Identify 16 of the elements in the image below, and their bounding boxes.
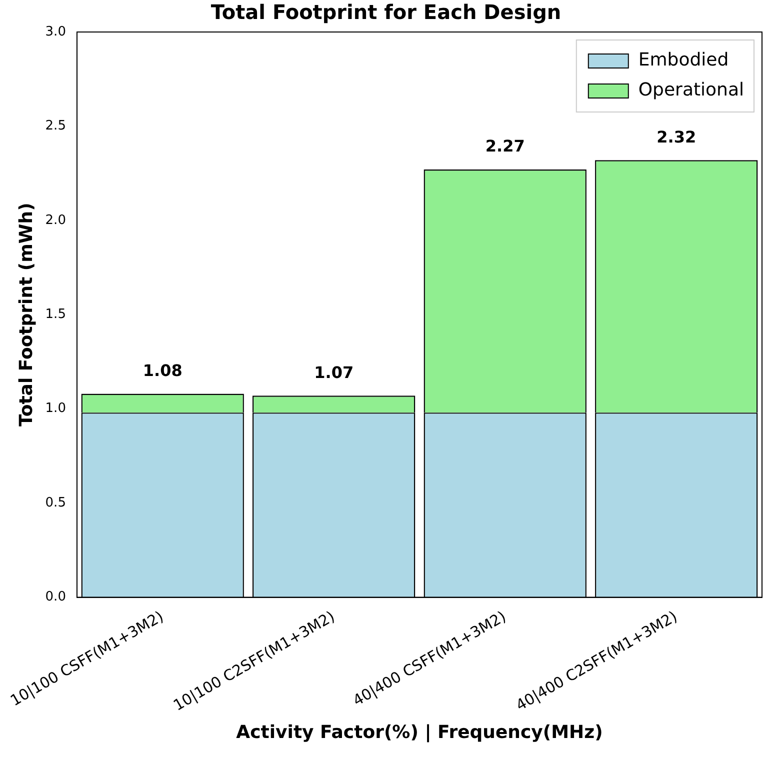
x-axis-title: Activity Factor(%) | Frequency(MHz) xyxy=(236,722,603,743)
y-tick-label: 3.0 xyxy=(45,24,66,40)
legend-label: Embodied xyxy=(638,50,729,71)
y-tick-label: 1.5 xyxy=(45,307,66,322)
total-label: 2.27 xyxy=(485,136,525,156)
total-label: 1.07 xyxy=(314,362,354,382)
chart-title: Total Footprint for Each Design xyxy=(210,0,562,24)
y-tick-label: 1.0 xyxy=(45,401,66,416)
y-tick-label: 0.0 xyxy=(45,590,66,605)
y-tick-label: 0.5 xyxy=(45,495,66,510)
y-tick-label: 2.0 xyxy=(45,212,66,228)
y-tick-label: 2.5 xyxy=(45,118,66,134)
legend-label: Operational xyxy=(638,80,744,101)
total-label: 2.32 xyxy=(656,127,696,146)
total-label: 1.08 xyxy=(142,360,182,380)
y-axis-title: Total Footprint (mWh) xyxy=(16,202,38,427)
